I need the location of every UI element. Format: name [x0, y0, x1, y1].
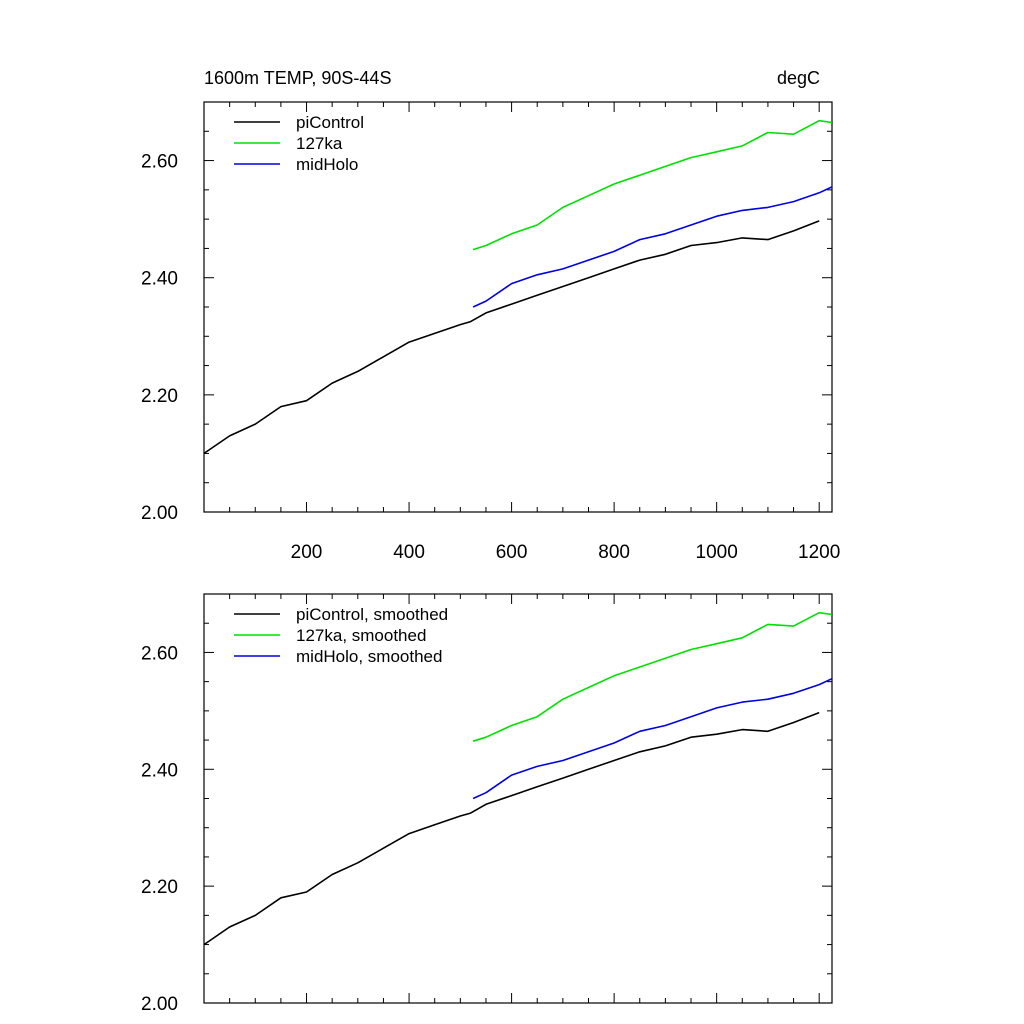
- legend-label: piControl: [296, 113, 364, 132]
- y-tick-label: 2.60: [141, 152, 178, 173]
- legend-label: midHolo, smoothed: [296, 647, 442, 666]
- bottom-panel: 2.00 2.20 2.40 2.60 piControl, smoothed 127ka…: [141, 593, 833, 1015]
- legend-label: midHolo: [296, 155, 358, 174]
- series-line-127ka: [472, 119, 833, 251]
- x-tick-label: 1000: [696, 542, 738, 563]
- y-tick-label: 2.00: [141, 503, 178, 524]
- series-line-midholo: [472, 677, 833, 800]
- y-tick-label: 2.40: [141, 760, 178, 781]
- y-tick-label: 2.60: [141, 643, 178, 664]
- y-tick-label: 2.20: [141, 877, 178, 898]
- units-label: degC: [777, 68, 820, 88]
- top-panel: 1600m TEMP, 90S-44S degC 2.00 2.20 2.40 2.6…: [141, 68, 840, 563]
- x-tick-label: 400: [393, 542, 425, 563]
- y-tick-label: 2.40: [141, 269, 178, 290]
- series-line-picontrol: [203, 220, 820, 455]
- legend-label: 127ka, smoothed: [296, 626, 426, 645]
- x-tick-label: 600: [496, 542, 528, 563]
- x-tick-label: 800: [598, 542, 630, 563]
- legend-label: piControl, smoothed: [296, 605, 448, 624]
- series-line-picontrol: [203, 711, 820, 946]
- x-tick-label: 1200: [798, 542, 840, 563]
- x-tick-label: 200: [291, 542, 323, 563]
- chart-title: 1600m TEMP, 90S-44S: [204, 68, 391, 88]
- series-line-midholo: [472, 186, 833, 308]
- y-tick-label: 2.00: [141, 994, 178, 1015]
- legend-label: 127ka: [296, 134, 343, 153]
- y-tick-label: 2.20: [141, 386, 178, 407]
- series-line-127ka: [472, 611, 833, 742]
